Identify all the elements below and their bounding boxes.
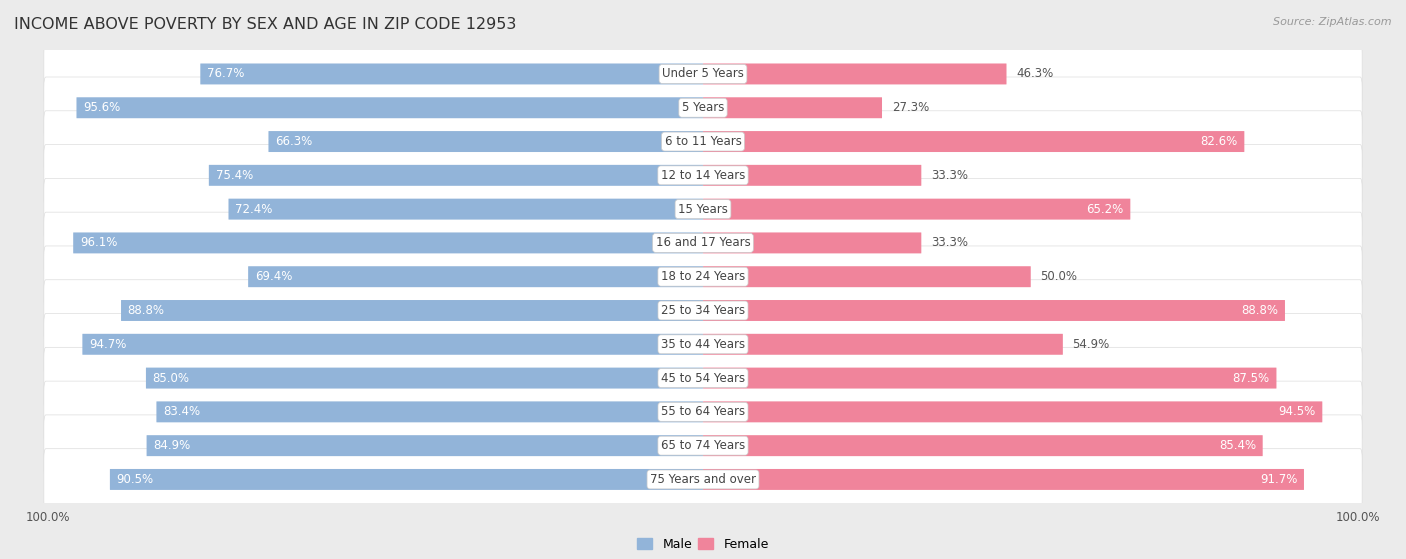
Text: Under 5 Years: Under 5 Years: [662, 68, 744, 80]
FancyBboxPatch shape: [44, 246, 1362, 307]
Text: 50.0%: 50.0%: [1040, 270, 1077, 283]
Text: INCOME ABOVE POVERTY BY SEX AND AGE IN ZIP CODE 12953: INCOME ABOVE POVERTY BY SEX AND AGE IN Z…: [14, 17, 516, 32]
Text: 90.5%: 90.5%: [117, 473, 153, 486]
Text: 33.3%: 33.3%: [931, 236, 967, 249]
FancyBboxPatch shape: [200, 64, 703, 84]
Text: 45 to 54 Years: 45 to 54 Years: [661, 372, 745, 385]
FancyBboxPatch shape: [703, 198, 1130, 220]
Text: 75 Years and over: 75 Years and over: [650, 473, 756, 486]
FancyBboxPatch shape: [703, 401, 1322, 423]
FancyBboxPatch shape: [156, 401, 703, 423]
Text: 46.3%: 46.3%: [1017, 68, 1053, 80]
Text: 96.1%: 96.1%: [80, 236, 117, 249]
FancyBboxPatch shape: [703, 368, 1277, 389]
FancyBboxPatch shape: [703, 233, 921, 253]
FancyBboxPatch shape: [110, 469, 703, 490]
Text: 91.7%: 91.7%: [1260, 473, 1298, 486]
Text: 88.8%: 88.8%: [128, 304, 165, 317]
FancyBboxPatch shape: [703, 266, 1031, 287]
FancyBboxPatch shape: [44, 280, 1362, 341]
Text: 76.7%: 76.7%: [207, 68, 245, 80]
Text: 65.2%: 65.2%: [1087, 202, 1123, 216]
Text: 16 and 17 Years: 16 and 17 Years: [655, 236, 751, 249]
Legend: Male, Female: Male, Female: [633, 533, 773, 556]
Text: 84.9%: 84.9%: [153, 439, 191, 452]
FancyBboxPatch shape: [44, 178, 1362, 240]
FancyBboxPatch shape: [703, 334, 1063, 355]
Text: 12 to 14 Years: 12 to 14 Years: [661, 169, 745, 182]
FancyBboxPatch shape: [269, 131, 703, 152]
FancyBboxPatch shape: [703, 131, 1244, 152]
Text: 72.4%: 72.4%: [235, 202, 273, 216]
FancyBboxPatch shape: [44, 314, 1362, 375]
FancyBboxPatch shape: [121, 300, 703, 321]
FancyBboxPatch shape: [229, 198, 703, 220]
Text: 75.4%: 75.4%: [215, 169, 253, 182]
Text: 94.7%: 94.7%: [89, 338, 127, 351]
FancyBboxPatch shape: [44, 449, 1362, 510]
FancyBboxPatch shape: [76, 97, 703, 118]
Text: 82.6%: 82.6%: [1201, 135, 1237, 148]
Text: 85.4%: 85.4%: [1219, 439, 1256, 452]
Text: 18 to 24 Years: 18 to 24 Years: [661, 270, 745, 283]
Text: 15 Years: 15 Years: [678, 202, 728, 216]
FancyBboxPatch shape: [44, 381, 1362, 443]
FancyBboxPatch shape: [44, 43, 1362, 105]
Text: 88.8%: 88.8%: [1241, 304, 1278, 317]
Text: 27.3%: 27.3%: [891, 101, 929, 114]
FancyBboxPatch shape: [44, 212, 1362, 274]
FancyBboxPatch shape: [703, 435, 1263, 456]
FancyBboxPatch shape: [44, 77, 1362, 139]
FancyBboxPatch shape: [703, 469, 1303, 490]
Text: 94.5%: 94.5%: [1278, 405, 1316, 418]
FancyBboxPatch shape: [146, 435, 703, 456]
FancyBboxPatch shape: [44, 145, 1362, 206]
FancyBboxPatch shape: [83, 334, 703, 355]
FancyBboxPatch shape: [703, 300, 1285, 321]
FancyBboxPatch shape: [44, 111, 1362, 172]
Text: 25 to 34 Years: 25 to 34 Years: [661, 304, 745, 317]
Text: 65 to 74 Years: 65 to 74 Years: [661, 439, 745, 452]
Text: 85.0%: 85.0%: [153, 372, 190, 385]
FancyBboxPatch shape: [247, 266, 703, 287]
FancyBboxPatch shape: [44, 347, 1362, 409]
Text: 33.3%: 33.3%: [931, 169, 967, 182]
Text: 66.3%: 66.3%: [276, 135, 312, 148]
Text: 55 to 64 Years: 55 to 64 Years: [661, 405, 745, 418]
FancyBboxPatch shape: [703, 165, 921, 186]
FancyBboxPatch shape: [209, 165, 703, 186]
Text: 6 to 11 Years: 6 to 11 Years: [665, 135, 741, 148]
Text: 35 to 44 Years: 35 to 44 Years: [661, 338, 745, 351]
FancyBboxPatch shape: [703, 97, 882, 118]
Text: 54.9%: 54.9%: [1073, 338, 1109, 351]
FancyBboxPatch shape: [146, 368, 703, 389]
FancyBboxPatch shape: [703, 64, 1007, 84]
FancyBboxPatch shape: [73, 233, 703, 253]
Text: 83.4%: 83.4%: [163, 405, 200, 418]
Text: 69.4%: 69.4%: [254, 270, 292, 283]
FancyBboxPatch shape: [44, 415, 1362, 476]
Text: 87.5%: 87.5%: [1233, 372, 1270, 385]
Text: Source: ZipAtlas.com: Source: ZipAtlas.com: [1274, 17, 1392, 27]
Text: 95.6%: 95.6%: [83, 101, 121, 114]
Text: 5 Years: 5 Years: [682, 101, 724, 114]
